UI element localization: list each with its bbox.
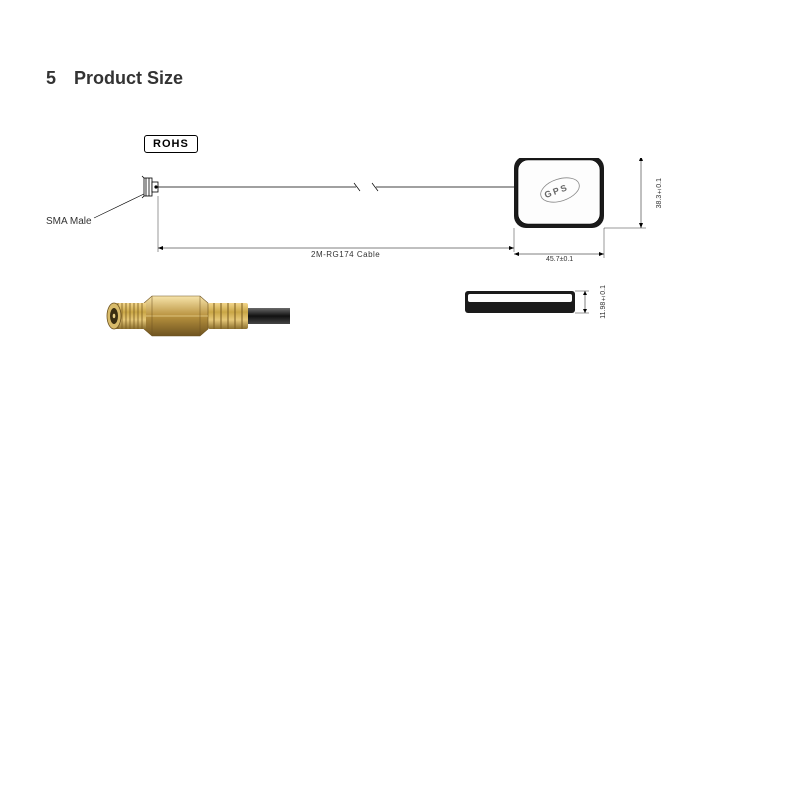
section-heading: 5 Product Size (46, 68, 183, 89)
module-thickness-label: 11.98±0.1 (600, 285, 607, 319)
cable-spec-label: 2M-RG174 Cable (311, 250, 380, 259)
module-width-label: 45.7±0.1 (546, 256, 573, 263)
sma-connector-photo (90, 275, 290, 355)
rohs-badge: ROHS (144, 135, 198, 153)
side-view-diagram (465, 285, 575, 313)
module-height-label: 38.3±0.1 (656, 178, 663, 208)
section-title: Product Size (74, 68, 183, 89)
section-number: 5 (46, 68, 56, 89)
